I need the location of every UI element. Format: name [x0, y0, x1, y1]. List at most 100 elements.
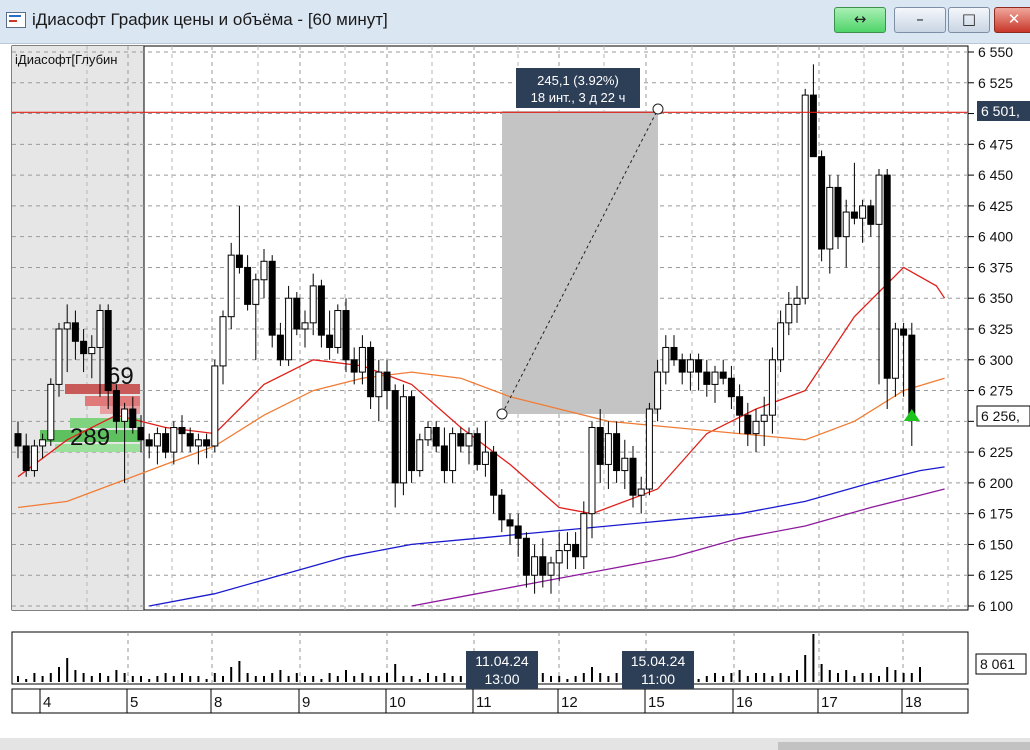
- candle[interactable]: [47, 383, 55, 441]
- candle[interactable]: [834, 186, 842, 238]
- candle[interactable]: [867, 205, 875, 225]
- candle[interactable]: [621, 457, 629, 472]
- candle[interactable]: [629, 457, 637, 496]
- candle[interactable]: [449, 433, 457, 472]
- candle[interactable]: [719, 371, 727, 379]
- maximize-button[interactable]: □: [948, 7, 990, 33]
- candle[interactable]: [260, 260, 268, 281]
- candle[interactable]: [342, 310, 350, 361]
- candle[interactable]: [375, 371, 383, 398]
- candle[interactable]: [350, 359, 358, 373]
- candle[interactable]: [285, 297, 293, 361]
- candle[interactable]: [826, 186, 834, 250]
- candle[interactable]: [596, 426, 604, 465]
- candle[interactable]: [490, 451, 498, 496]
- candle[interactable]: [842, 211, 850, 238]
- candle[interactable]: [662, 346, 670, 373]
- candle[interactable]: [309, 285, 317, 324]
- candle[interactable]: [711, 371, 719, 385]
- candle[interactable]: [416, 439, 424, 472]
- candle[interactable]: [670, 346, 678, 361]
- candle[interactable]: [440, 445, 448, 472]
- candle[interactable]: [498, 494, 506, 521]
- candle[interactable]: [686, 359, 694, 373]
- candle[interactable]: [580, 513, 588, 558]
- close-button[interactable]: ✕: [994, 7, 1030, 33]
- candle[interactable]: [645, 408, 653, 490]
- candle[interactable]: [96, 310, 104, 348]
- candle[interactable]: [801, 94, 809, 299]
- candle[interactable]: [252, 279, 260, 305]
- candle[interactable]: [22, 445, 30, 472]
- candle[interactable]: [408, 396, 416, 472]
- candle[interactable]: [268, 260, 276, 336]
- candle[interactable]: [121, 408, 129, 422]
- candle[interactable]: [104, 310, 112, 392]
- candle[interactable]: [211, 365, 219, 447]
- candle[interactable]: [891, 328, 899, 379]
- time-axis[interactable]: 4 5 8 9 10 11 12 15 16 17 18: [11, 688, 969, 714]
- link-button[interactable]: ↔: [834, 7, 886, 33]
- candle[interactable]: [14, 433, 22, 447]
- candle[interactable]: [695, 359, 703, 373]
- candle[interactable]: [768, 359, 776, 416]
- candle[interactable]: [703, 371, 711, 385]
- candle[interactable]: [547, 562, 555, 576]
- candle[interactable]: [194, 439, 202, 447]
- candle[interactable]: [481, 451, 489, 465]
- candle[interactable]: [326, 334, 334, 348]
- measure-start-handle[interactable]: [496, 408, 508, 420]
- candle[interactable]: [637, 488, 645, 496]
- candle[interactable]: [145, 439, 153, 447]
- candle[interactable]: [80, 340, 88, 355]
- candle[interactable]: [55, 328, 63, 385]
- candle[interactable]: [227, 254, 235, 318]
- candle[interactable]: [186, 433, 194, 447]
- candle[interactable]: [317, 285, 325, 336]
- candle[interactable]: [908, 334, 916, 415]
- candle[interactable]: [555, 550, 563, 564]
- candle[interactable]: [850, 211, 858, 219]
- candle[interactable]: [875, 174, 883, 225]
- candle[interactable]: [244, 266, 252, 305]
- candle[interactable]: [112, 390, 120, 422]
- candle[interactable]: [572, 543, 580, 558]
- candle[interactable]: [473, 433, 481, 465]
- price-pane[interactable]: iДиасофт[Глубин 69 289 245,1 (3.92%) 18 …: [11, 45, 969, 611]
- candle[interactable]: [178, 426, 186, 435]
- candle[interactable]: [457, 433, 465, 447]
- candle[interactable]: [235, 254, 243, 268]
- candle[interactable]: [588, 426, 596, 515]
- candle[interactable]: [531, 556, 539, 576]
- candle[interactable]: [88, 346, 96, 355]
- candle[interactable]: [793, 297, 801, 305]
- candle[interactable]: [137, 426, 145, 441]
- candle[interactable]: [71, 322, 79, 342]
- candle[interactable]: [129, 408, 137, 428]
- candle[interactable]: [900, 328, 908, 336]
- candle[interactable]: [153, 433, 161, 447]
- candle[interactable]: [654, 371, 662, 410]
- horizontal-scrollbar[interactable]: [0, 738, 1030, 750]
- candle[interactable]: [358, 346, 366, 373]
- candle[interactable]: [727, 377, 735, 398]
- candle[interactable]: [563, 543, 571, 552]
- candle[interactable]: [752, 420, 760, 435]
- candle[interactable]: [522, 537, 530, 576]
- candle[interactable]: [219, 316, 227, 367]
- candle[interactable]: [760, 414, 768, 422]
- candle[interactable]: [170, 426, 178, 453]
- candle[interactable]: [203, 439, 211, 447]
- candle[interactable]: [818, 156, 826, 250]
- candle[interactable]: [424, 426, 432, 441]
- candle[interactable]: [744, 414, 752, 435]
- candle[interactable]: [678, 359, 686, 373]
- candle[interactable]: [859, 205, 867, 219]
- candle[interactable]: [162, 433, 170, 453]
- candle[interactable]: [367, 346, 375, 398]
- candle[interactable]: [506, 519, 514, 527]
- candle[interactable]: [276, 334, 284, 361]
- candle[interactable]: [63, 322, 71, 330]
